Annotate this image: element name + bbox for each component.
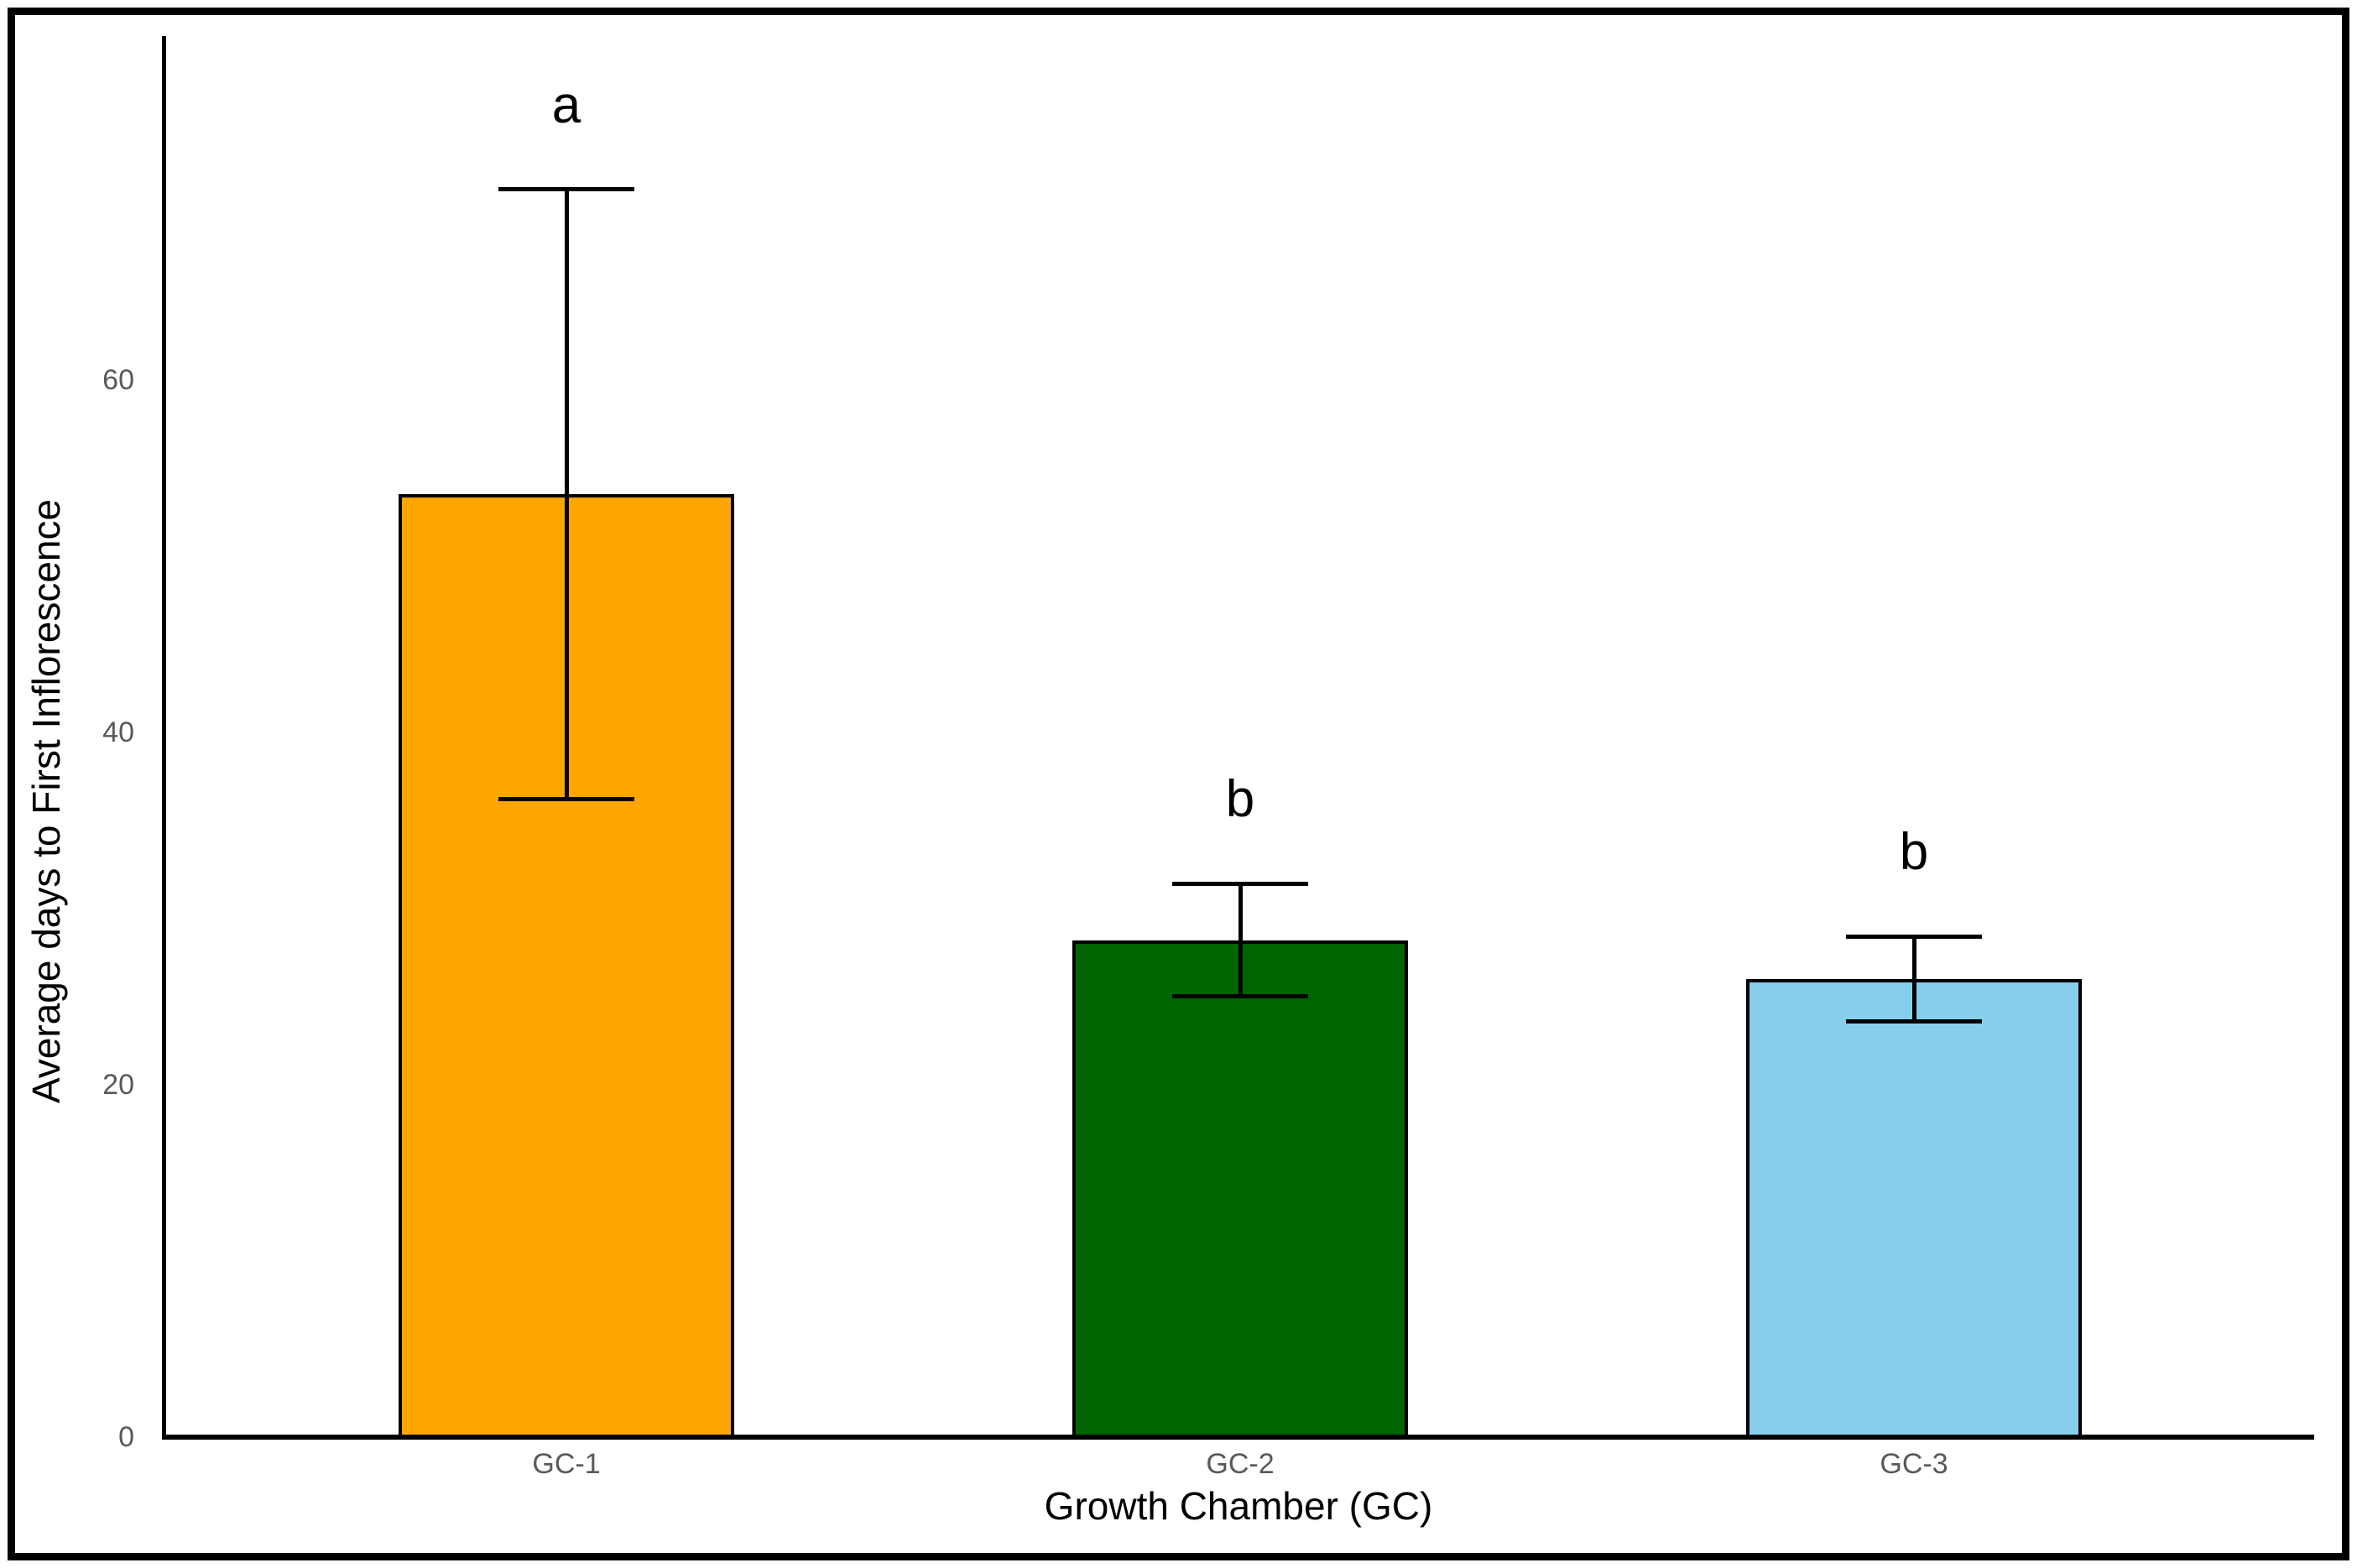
significance-letter-gc-3: b xyxy=(1899,823,1929,882)
y-tick-label-60: 60 xyxy=(102,363,134,396)
figure-border xyxy=(8,8,2349,1560)
bar-gc-3 xyxy=(1746,978,2082,1440)
error-bar-line-gc-2 xyxy=(1238,883,1243,997)
y-tick-label-20: 20 xyxy=(102,1068,134,1101)
significance-letter-gc-2: b xyxy=(1225,770,1255,829)
x-tick-label-gc-2: GC-2 xyxy=(1206,1448,1275,1480)
error-bar-cap-top-gc-2 xyxy=(1172,881,1308,886)
y-tick-label-40: 40 xyxy=(102,716,134,748)
error-bar-cap-top-gc-3 xyxy=(1846,934,1982,939)
error-bar-cap-top-gc-1 xyxy=(498,187,634,192)
y-axis-spine xyxy=(162,36,166,1440)
error-bar-cap-bottom-gc-3 xyxy=(1846,1018,1982,1024)
y-axis-label: Average days to First Inflorescence xyxy=(24,498,68,1104)
x-tick-label-gc-1: GC-1 xyxy=(532,1448,601,1480)
bar-gc-2 xyxy=(1072,940,1408,1440)
x-tick-label-gc-3: GC-3 xyxy=(1880,1448,1948,1480)
error-bar-cap-bottom-gc-2 xyxy=(1172,994,1308,999)
error-bar-line-gc-1 xyxy=(564,189,569,800)
x-axis-label: Growth Chamber (GC) xyxy=(1044,1484,1433,1528)
significance-letter-gc-1: a xyxy=(551,76,581,134)
x-axis-spine xyxy=(162,1435,2314,1440)
y-tick-label-0: 0 xyxy=(118,1421,134,1453)
error-bar-line-gc-3 xyxy=(1911,936,1916,1022)
error-bar-cap-bottom-gc-1 xyxy=(498,797,634,802)
